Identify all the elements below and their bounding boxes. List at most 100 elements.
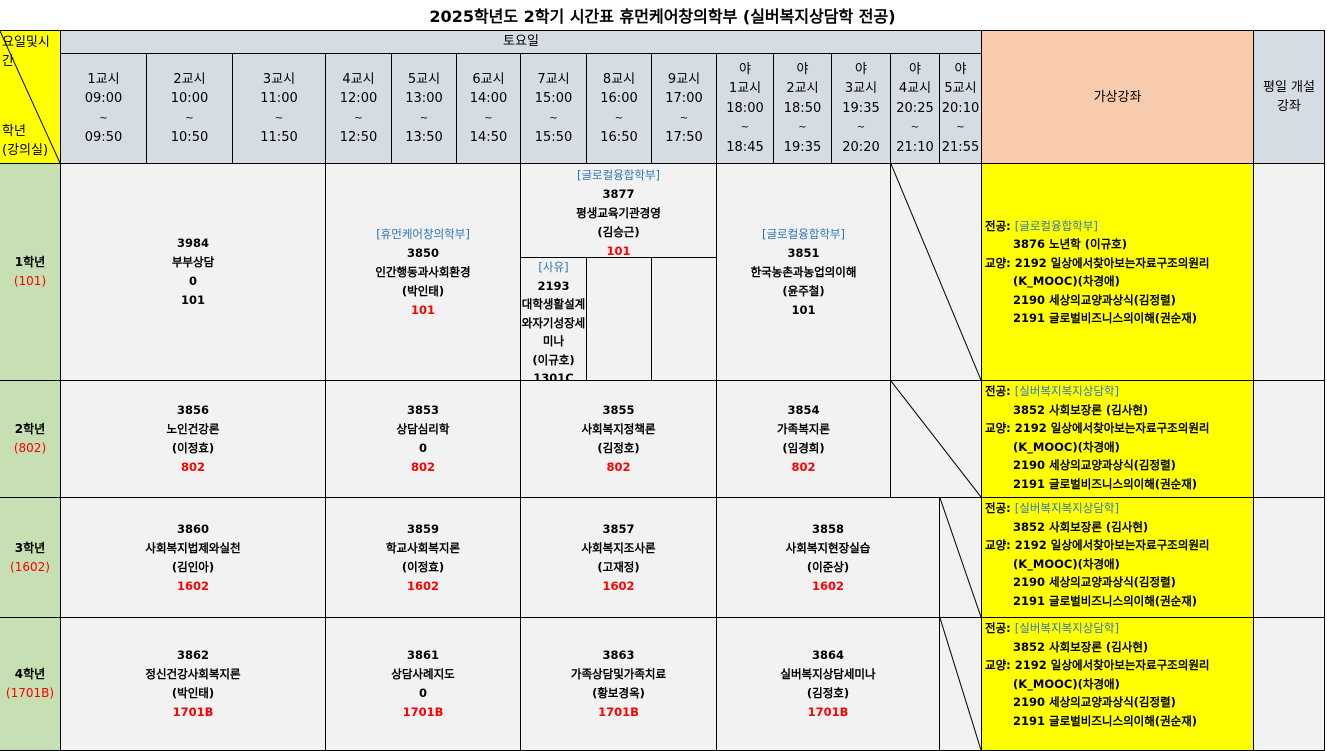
grade-room: (101) <box>13 274 47 288</box>
empty-slot <box>940 498 982 618</box>
grade-cell: 2학년 (802) <box>0 381 61 498</box>
grade-room: (1701B) <box>5 686 55 700</box>
course-instructor: (윤주철) <box>782 283 825 298</box>
course-code: 3861 <box>406 648 439 662</box>
liberal-course: (K_MOOC)(차경애) <box>1013 274 1120 288</box>
course-title: 사회복지법제와실천 <box>145 540 241 555</box>
course-code: 3854 <box>787 403 820 417</box>
course-code: 3864 <box>811 648 844 662</box>
liberal-course: 2191 글로벌비즈니스의이해(권순재) <box>1013 311 1198 325</box>
course-cell[interactable]: 3984 부부상담 0 101 <box>61 164 326 381</box>
period-header: 2교시 10:00 ~10:50 <box>147 54 233 164</box>
course-code: 3877 <box>602 187 635 201</box>
liberal-course: 2190 세상의교양과상식(김정렬) <box>1013 575 1176 589</box>
empty-cell <box>652 258 717 381</box>
course-cell[interactable]: [휴먼케어창의학부] 3850 인간행동과사회환경 (박인태) 101 <box>326 164 521 381</box>
course-title: 상담심리학 <box>396 422 450 436</box>
course-code: 3859 <box>406 521 439 536</box>
liberal-label: 교양: <box>985 255 1011 270</box>
liberal-label: 교양: <box>985 538 1011 552</box>
liberal-course: (K_MOOC)(차경애) <box>1013 556 1120 571</box>
period-prefix: 야 <box>739 61 751 77</box>
major-line: 전공: [글로컬융합학부] <box>985 217 1098 236</box>
weekday-course-cell <box>1254 381 1325 498</box>
period-tilde: ~ <box>419 112 429 124</box>
corner-top-label: 요일및시간 <box>2 35 50 69</box>
period-header: 7교시 15:00 ~15:50 <box>521 54 587 164</box>
period-end: 20:20 <box>842 139 880 155</box>
course-cell[interactable]: 3855 사회복지정책론 (김정호) 802 <box>521 381 717 498</box>
course-room: 101 <box>791 302 816 317</box>
period-prefix: 야 <box>909 61 921 77</box>
period-header: 야 4교시 20:25 ~21:10 <box>891 54 940 164</box>
course-cell[interactable]: 3858 사회복지현장실습 (이준상) 1602 <box>717 498 940 618</box>
grade-label: 3학년 <box>14 540 46 555</box>
course-cell[interactable]: 3857 사회복지조사론 (고재정) 1602 <box>521 498 717 618</box>
period-tilde: ~ <box>484 112 493 124</box>
course-title: 가족복지론 <box>777 422 830 436</box>
course-title: 실버복지상담세미나 <box>780 667 876 681</box>
course-room: 1602 <box>406 578 439 593</box>
course-title: 대학생활설계와자기성장세미나 <box>521 297 586 348</box>
course-title: 상담사례지도 <box>391 667 455 681</box>
course-code: 3860 <box>176 521 209 536</box>
period-start: 20:25 <box>896 100 934 116</box>
period-header: 야 5교시 20:10 ~21:55 <box>940 54 982 164</box>
period-header: 5교시 13:00 ~13:50 <box>392 54 457 164</box>
course-code: 3858 <box>811 521 844 536</box>
diagonal-line <box>891 164 981 380</box>
period-tilde: ~ <box>856 122 866 134</box>
major-course: 3876 노년학 (이규호) <box>1013 237 1128 251</box>
liberal-label: 교양: <box>985 421 1011 435</box>
liberal-course: (K_MOOC)(차경애) <box>1013 439 1120 454</box>
grade-cell: 1학년 (101) <box>0 164 61 381</box>
period-start: 18:00 <box>726 100 764 116</box>
course-cell[interactable]: 3863 가족상담및가족치료 (황보경옥) 1701B <box>521 618 717 751</box>
major-course: 3852 사회보장론 (김사현) <box>1013 639 1149 654</box>
course-cell[interactable]: [글로컬융합학부] 3851 한국농촌과농업의이해 (윤주철) 101 <box>717 164 891 381</box>
period-header: 야 1교시 18:00 ~18:45 <box>717 54 774 164</box>
course-cell[interactable]: 3862 정신건강사회복지론 (박인태) 1701B <box>61 618 326 751</box>
course-instructor: (박인태) <box>171 686 215 700</box>
period-end: 14:50 <box>469 130 508 145</box>
course-title: 사회복지정책론 <box>581 422 656 436</box>
course-room: 1301C <box>533 371 574 381</box>
corner-bottom-label: 학년 (강의실) <box>2 124 49 158</box>
course-code: 3856 <box>176 403 209 417</box>
period-end: 16:50 <box>600 130 638 145</box>
weekday-course-header: 평일 개설 강좌 <box>1254 31 1325 164</box>
major-department: [실버복지복지상담학] <box>1014 384 1119 398</box>
course-cell[interactable]: 3864 실버복지상담세미나 (김정호) 1701B <box>717 618 940 751</box>
course-code: 3863 <box>602 648 635 662</box>
empty-slot <box>891 381 982 498</box>
grade-room: (802) <box>13 441 47 455</box>
course-cell[interactable]: [사유] 2193 대학생활설계와자기성장세미나 (이규호) 1301C <box>521 258 587 381</box>
course-instructor: (고재정) <box>597 559 640 574</box>
liberal-course: (K_MOOC)(차경애) <box>1013 676 1120 691</box>
period-start: 19:35 <box>842 100 880 116</box>
course-title: 인간행동과사회환경 <box>375 264 471 279</box>
course-cell[interactable]: 3860 사회복지법제와실천 (김인아) 1602 <box>61 498 326 618</box>
grade-room: (1602) <box>10 559 50 574</box>
major-department: [실버복지복지상담학] <box>1014 501 1119 515</box>
period-name: 4교시 <box>898 81 932 97</box>
major-line: 전공: [실버복지복지상담학] <box>985 499 1119 518</box>
course-cell[interactable]: 3859 학교사회복지론 (이정효) 1602 <box>326 498 521 618</box>
period-end: 21:55 <box>941 139 980 155</box>
course-cell[interactable]: 3853 상담심리학 0 802 <box>326 381 521 498</box>
course-cell[interactable]: 3856 노인건강론 (이정효) 802 <box>61 381 326 498</box>
course-code: 3851 <box>787 245 820 260</box>
course-title: 사회복지현장실습 <box>785 540 871 555</box>
corner-header-cell: 요일및시간 학년 (강의실) <box>0 31 61 164</box>
course-instructor: 0 <box>418 686 427 700</box>
course-cell[interactable]: 3854 가족복지론 (임경희) 802 <box>717 381 891 498</box>
virtual-course-cell: 전공: [실버복지복지상담학] 3852 사회보장론 (김사현) 교양: 2192 … <box>982 618 1254 751</box>
course-cell[interactable]: 3861 상담사례지도 0 1701B <box>326 618 521 751</box>
grade-label: 2학년 <box>14 422 46 436</box>
period-end: 19:35 <box>783 139 822 155</box>
day-header: 토요일 <box>61 31 982 54</box>
liberal-line: 교양: 2192 일상에서찾아보는자료구조의원리 <box>985 254 1210 273</box>
course-cell[interactable]: [글로컬융합학부] 3877 평생교육기관경영 (김승근) 101 <box>521 164 717 258</box>
liberal-course: 2192 일상에서찾아보는자료구조의원리 <box>1014 658 1210 672</box>
